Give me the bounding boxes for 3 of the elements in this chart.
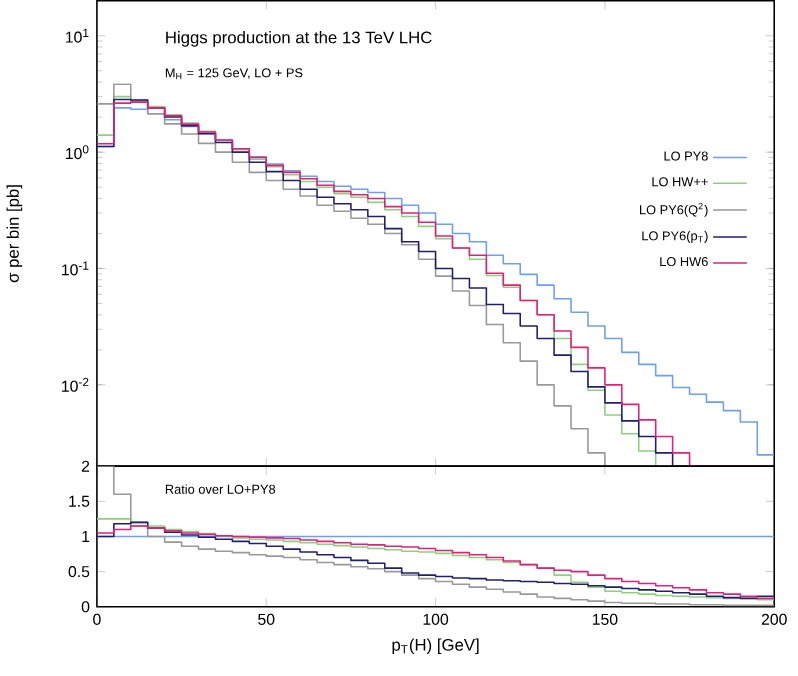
x-axis-title: p$_{T}$(H) [GeV] bbox=[392, 638, 479, 655]
y-axis-title: σ per bin [pb] bbox=[6, 185, 23, 283]
text: Higgs production at the 13 TeV LHC bbox=[166, 30, 432, 47]
